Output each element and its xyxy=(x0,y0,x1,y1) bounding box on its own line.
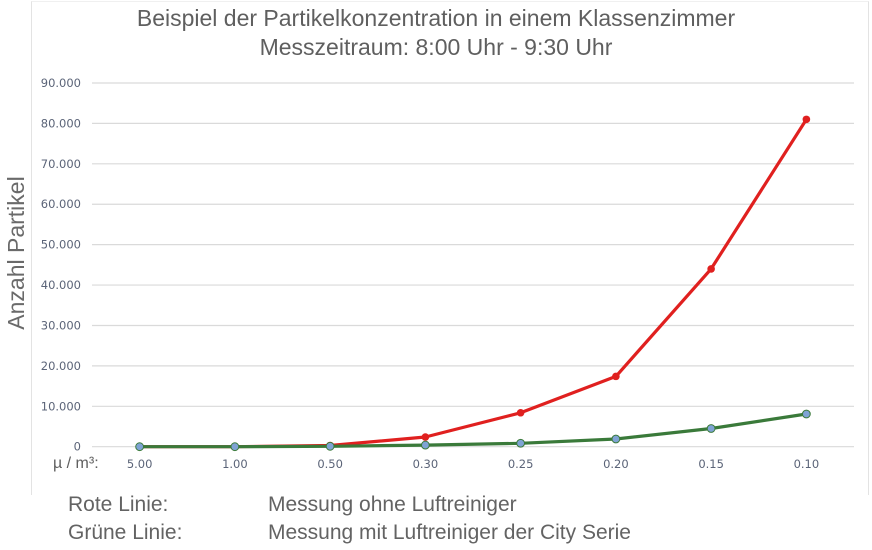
legend-key-red: Rote Linie: xyxy=(68,493,169,516)
x-tick-label: 0.15 xyxy=(698,457,724,471)
data-point xyxy=(801,409,811,419)
legend-text-red: Messung ohne Luftreiniger xyxy=(268,493,517,516)
y-tick-label: 50.000 xyxy=(41,238,81,252)
gridlines xyxy=(92,82,854,448)
y-tick-label: 20.000 xyxy=(41,359,81,373)
legend-item-red: Rote Linie: Messung ohne Luftreiniger xyxy=(68,491,631,519)
series-green xyxy=(135,409,811,452)
series-line xyxy=(138,412,808,449)
x-tick-label: 5.00 xyxy=(127,457,153,471)
data-point xyxy=(325,441,335,451)
y-tick-label: 30.000 xyxy=(41,318,81,332)
data-point xyxy=(516,408,525,417)
data-point xyxy=(230,442,240,452)
y-tick-label: 60.000 xyxy=(41,197,81,211)
x-tick-label: 0.50 xyxy=(317,457,343,471)
y-tick-label: 40.000 xyxy=(41,278,81,292)
x-axis-unit-label: µ / m³: xyxy=(53,455,99,472)
chart-frame xyxy=(31,1,869,495)
legend-key-green: Grüne Linie: xyxy=(68,521,183,544)
y-tick-label: 90.000 xyxy=(41,76,81,90)
y-tick-label: 10.000 xyxy=(41,399,81,413)
chart-subtitle: Messzeitraum: 8:00 Uhr - 9:30 Uhr xyxy=(259,34,613,60)
data-point xyxy=(707,265,715,273)
x-tick-label: 1.00 xyxy=(222,457,248,471)
data-point xyxy=(611,434,621,444)
y-axis-ticks: 0 10.000 20.000 30.000 40.000 50.000 60.000 70.… xyxy=(41,76,81,454)
x-axis-ticks: 5.00 1.00 0.50 0.30 0.25 0.20 0.15 0.10 xyxy=(127,457,819,471)
data-point xyxy=(135,442,145,452)
x-tick-label: 0.30 xyxy=(413,457,439,471)
data-series xyxy=(135,115,811,452)
data-point xyxy=(802,115,811,124)
y-tick-label: 70.000 xyxy=(41,157,81,171)
data-point xyxy=(421,433,430,441)
chart-title-line1: Beispiel der Partikelkonzentration in ei… xyxy=(136,5,736,31)
x-tick-label: 0.20 xyxy=(603,457,629,471)
y-tick-label: 0 xyxy=(74,440,81,454)
data-point xyxy=(420,440,430,450)
chart-title: Beispiel der Partikelkonzentration in ei… xyxy=(0,4,872,62)
data-point xyxy=(612,372,620,381)
x-tick-label: 0.10 xyxy=(794,457,820,471)
x-tick-label: 0.25 xyxy=(508,457,534,471)
data-point xyxy=(706,424,716,433)
legend-item-green: Grüne Linie: Messung mit Luftreiniger de… xyxy=(68,519,631,547)
series-red xyxy=(135,115,811,451)
legend: Rote Linie: Messung ohne Luftreiniger Gr… xyxy=(68,491,631,547)
series-line xyxy=(138,117,808,449)
y-tick-label: 80.000 xyxy=(41,116,81,130)
data-point xyxy=(516,438,526,448)
legend-text-green: Messung mit Luftreiniger der City Serie xyxy=(268,521,631,544)
